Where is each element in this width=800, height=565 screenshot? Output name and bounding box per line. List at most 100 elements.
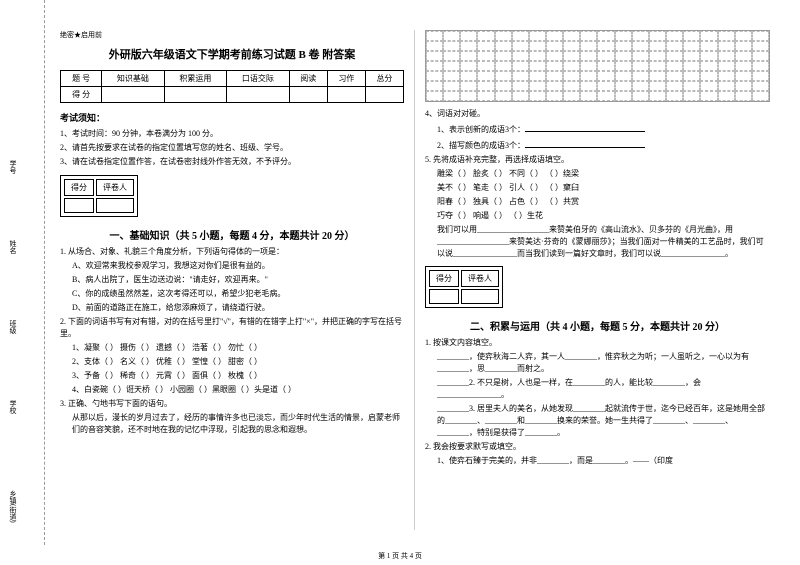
table-cell[interactable]: [327, 87, 365, 103]
grid-cell[interactable]: [700, 51, 717, 61]
writing-grid[interactable]: [425, 30, 770, 102]
grid-cell[interactable]: [700, 71, 717, 81]
grid-cell[interactable]: [718, 81, 735, 91]
grid-cell[interactable]: [563, 61, 580, 71]
grid-cell[interactable]: [649, 41, 666, 51]
grid-cell[interactable]: [443, 71, 460, 81]
grid-cell[interactable]: [495, 81, 512, 91]
grid-cell[interactable]: [495, 71, 512, 81]
grid-cell[interactable]: [512, 31, 529, 41]
grid-cell[interactable]: [615, 91, 632, 101]
grid-cell[interactable]: [495, 41, 512, 51]
grid-cell[interactable]: [718, 91, 735, 101]
grid-cell[interactable]: [529, 71, 546, 81]
grid-cell[interactable]: [477, 91, 494, 101]
grid-cell[interactable]: [752, 41, 769, 51]
grid-cell[interactable]: [683, 61, 700, 71]
grid-cell[interactable]: [666, 91, 683, 101]
grid-cell[interactable]: [752, 51, 769, 61]
grid-cell[interactable]: [718, 31, 735, 41]
grid-cell[interactable]: [443, 81, 460, 91]
grid-cell[interactable]: [580, 41, 597, 51]
grid-cell[interactable]: [477, 81, 494, 91]
grid-cell[interactable]: [597, 81, 614, 91]
grid-cell[interactable]: [512, 71, 529, 81]
grid-cell[interactable]: [546, 31, 563, 41]
grid-cell[interactable]: [495, 91, 512, 101]
blank[interactable]: [525, 122, 645, 132]
grid-cell[interactable]: [546, 81, 563, 91]
grid-cell[interactable]: [460, 71, 477, 81]
grid-cell[interactable]: [529, 51, 546, 61]
grid-cell[interactable]: [735, 81, 752, 91]
grid-cell[interactable]: [580, 81, 597, 91]
grid-cell[interactable]: [477, 61, 494, 71]
grid-cell[interactable]: [546, 71, 563, 81]
grid-cell[interactable]: [615, 41, 632, 51]
grid-cell[interactable]: [563, 31, 580, 41]
grid-cell[interactable]: [460, 31, 477, 41]
grid-cell[interactable]: [495, 31, 512, 41]
grid-cell[interactable]: [597, 61, 614, 71]
grid-cell[interactable]: [495, 61, 512, 71]
grid-cell[interactable]: [563, 41, 580, 51]
grid-cell[interactable]: [683, 41, 700, 51]
grid-cell[interactable]: [718, 51, 735, 61]
grid-cell[interactable]: [512, 81, 529, 91]
table-cell[interactable]: [164, 87, 227, 103]
grid-cell[interactable]: [477, 31, 494, 41]
grid-cell[interactable]: [666, 71, 683, 81]
grid-cell[interactable]: [735, 91, 752, 101]
grid-cell[interactable]: [666, 31, 683, 41]
grid-cell[interactable]: [563, 51, 580, 61]
grid-cell[interactable]: [460, 51, 477, 61]
grade-cell[interactable]: [96, 198, 134, 213]
grid-cell[interactable]: [649, 31, 666, 41]
grid-cell[interactable]: [718, 61, 735, 71]
grid-cell[interactable]: [563, 71, 580, 81]
grid-cell[interactable]: [529, 91, 546, 101]
grid-cell[interactable]: [580, 71, 597, 81]
grid-cell[interactable]: [615, 61, 632, 71]
grid-cell[interactable]: [426, 81, 443, 91]
grid-cell[interactable]: [426, 91, 443, 101]
grid-cell[interactable]: [512, 61, 529, 71]
grid-cell[interactable]: [512, 41, 529, 51]
grid-cell[interactable]: [443, 61, 460, 71]
grid-cell[interactable]: [735, 71, 752, 81]
grid-cell[interactable]: [735, 41, 752, 51]
grid-cell[interactable]: [615, 81, 632, 91]
grid-cell[interactable]: [597, 41, 614, 51]
grid-cell[interactable]: [700, 61, 717, 71]
grid-cell[interactable]: [546, 61, 563, 71]
grid-cell[interactable]: [632, 71, 649, 81]
grade-cell[interactable]: [461, 289, 499, 304]
grid-cell[interactable]: [529, 81, 546, 91]
grid-cell[interactable]: [632, 31, 649, 41]
grid-cell[interactable]: [460, 91, 477, 101]
table-cell[interactable]: [365, 87, 403, 103]
grid-cell[interactable]: [580, 51, 597, 61]
grid-cell[interactable]: [700, 41, 717, 51]
grid-cell[interactable]: [597, 31, 614, 41]
grid-cell[interactable]: [580, 91, 597, 101]
grid-cell[interactable]: [683, 81, 700, 91]
grid-cell[interactable]: [649, 71, 666, 81]
grid-cell[interactable]: [752, 91, 769, 101]
grid-cell[interactable]: [529, 61, 546, 71]
grid-cell[interactable]: [426, 51, 443, 61]
grid-cell[interactable]: [683, 91, 700, 101]
grid-cell[interactable]: [666, 41, 683, 51]
grid-cell[interactable]: [495, 51, 512, 61]
grid-cell[interactable]: [546, 41, 563, 51]
grid-cell[interactable]: [443, 41, 460, 51]
grid-cell[interactable]: [700, 81, 717, 91]
grade-cell[interactable]: [64, 198, 94, 213]
grid-cell[interactable]: [632, 81, 649, 91]
grade-cell[interactable]: [429, 289, 459, 304]
grid-cell[interactable]: [632, 41, 649, 51]
grid-cell[interactable]: [546, 91, 563, 101]
grid-cell[interactable]: [683, 51, 700, 61]
grid-cell[interactable]: [443, 31, 460, 41]
grid-cell[interactable]: [735, 51, 752, 61]
